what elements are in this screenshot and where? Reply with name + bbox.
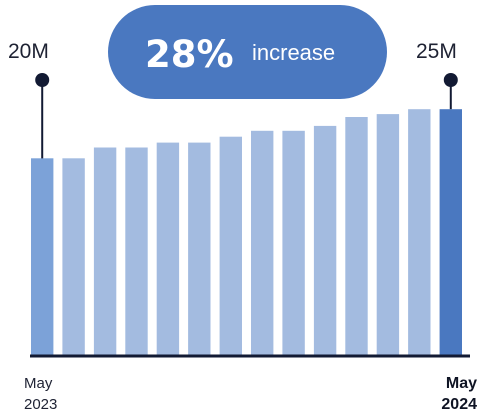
bar-8 (282, 130, 305, 355)
bar-2 (93, 147, 117, 355)
bar-10 (345, 117, 368, 355)
increase-callout-pill (108, 5, 387, 99)
bar-13 (439, 109, 462, 355)
x-end-year-label: 2024 (441, 396, 477, 413)
x-start-month-label: May (24, 375, 53, 392)
end-value-label: 25M (416, 40, 457, 63)
bar-4 (156, 142, 180, 355)
bar-3 (125, 147, 148, 355)
bar-0 (31, 158, 54, 355)
bar-9 (313, 125, 337, 356)
increase-percentage: 28% (145, 33, 234, 76)
x-end-month-label: May (446, 375, 477, 392)
end-marker-dot (443, 73, 458, 87)
bar-1 (62, 158, 85, 355)
x-start-year-label: 2023 (24, 396, 57, 413)
bar-7 (251, 130, 274, 355)
bar-12 (408, 109, 431, 355)
bar-6 (219, 136, 242, 355)
bar-11 (376, 114, 400, 355)
start-marker-dot (35, 73, 50, 87)
start-value-label: 20M (8, 40, 49, 63)
bar-5 (188, 142, 211, 355)
increase-label: increase (252, 40, 335, 65)
bars-group (31, 109, 462, 356)
